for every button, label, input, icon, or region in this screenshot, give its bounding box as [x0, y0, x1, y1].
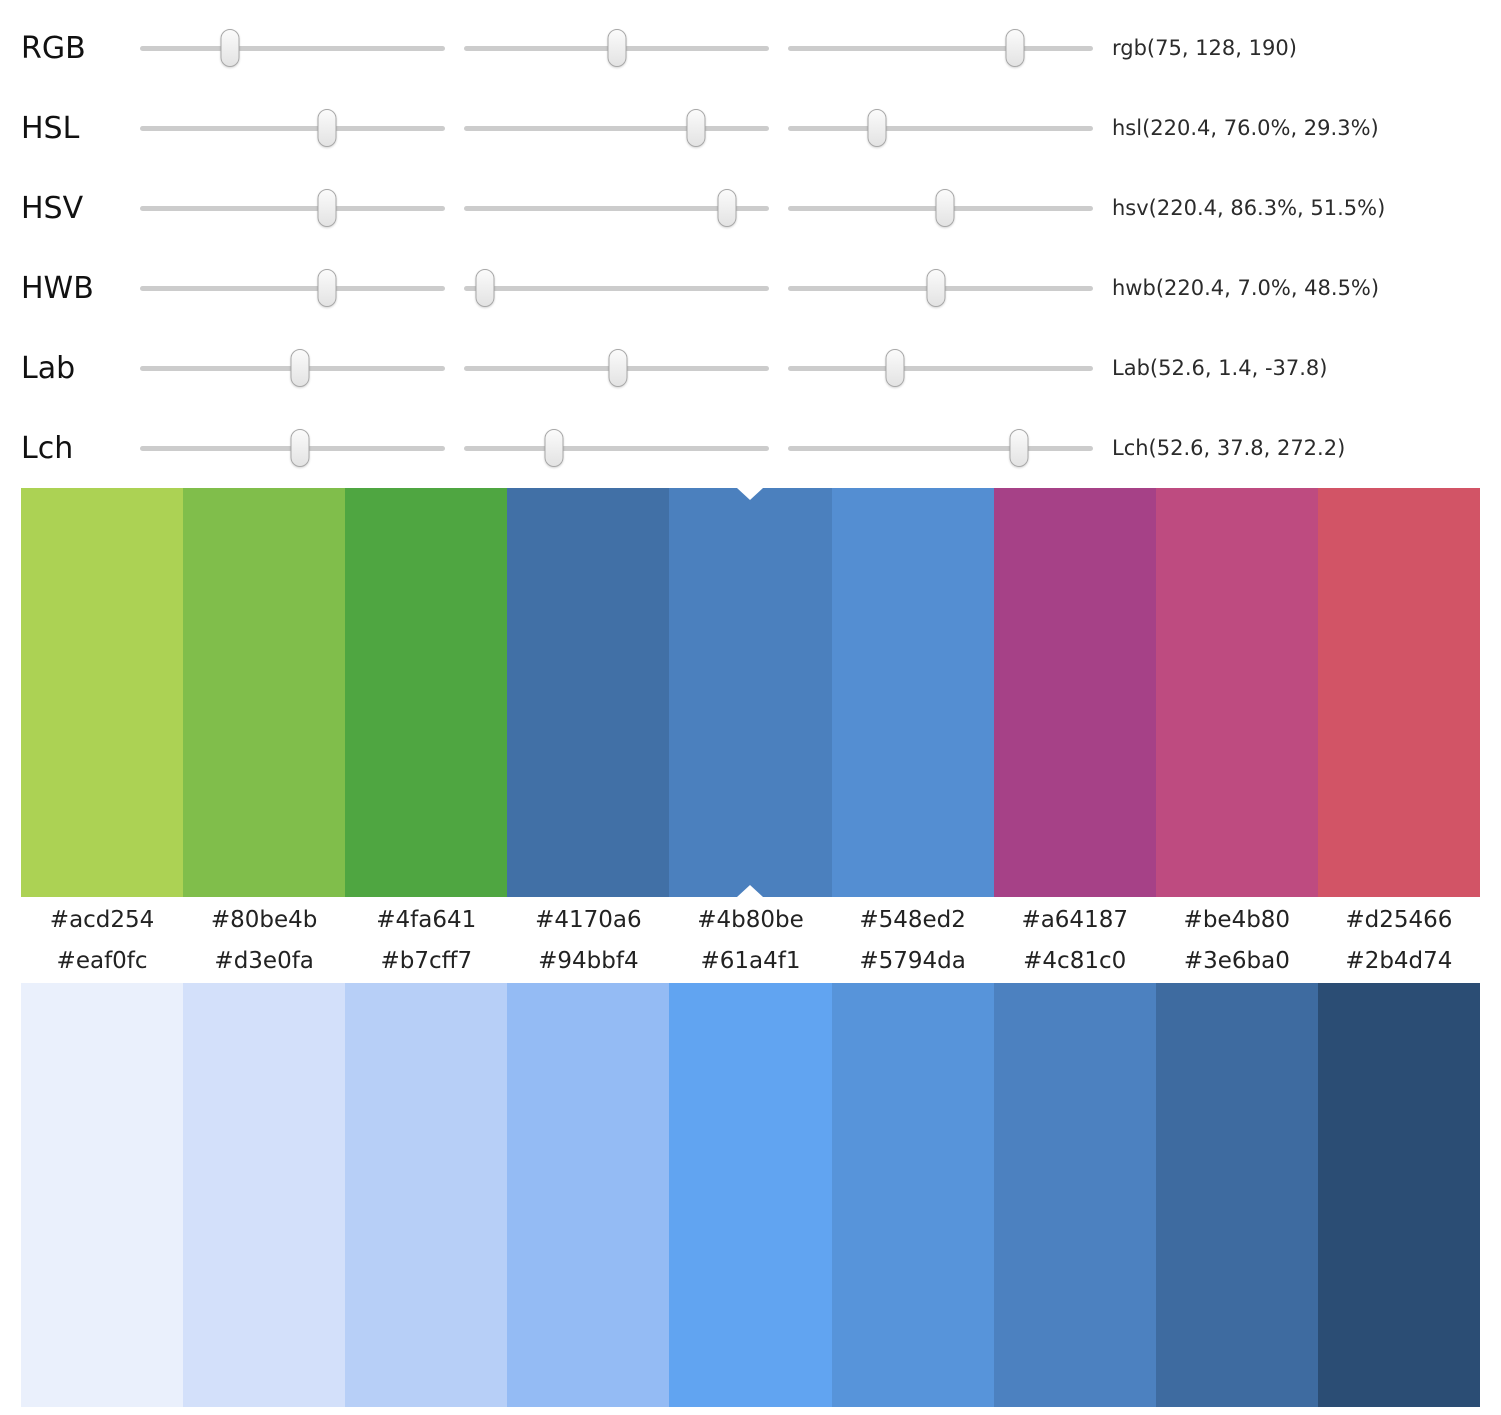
- hwb-channel-2-slider[interactable]: [464, 269, 769, 307]
- hwb-channel-2-thumb[interactable]: [475, 269, 495, 307]
- colorspace-label-lab: Lab: [21, 350, 76, 386]
- tint-shade-swatch-8[interactable]: [1317, 983, 1480, 1407]
- lch-channel-2-slider[interactable]: [464, 429, 769, 467]
- colorspace-label-rgb: RGB: [21, 30, 86, 66]
- hue-swatch-4-selected[interactable]: [669, 488, 832, 897]
- slider-row-hsv: HSV hsv(220.4, 86.3%, 51.5%): [21, 168, 1480, 248]
- tint-shade-swatch-3[interactable]: [507, 983, 670, 1407]
- hue-swatch-6[interactable]: [993, 488, 1156, 897]
- hsl-channel-1-slider[interactable]: [140, 109, 445, 147]
- hue-hex-label-0: #acd254: [49, 907, 155, 933]
- hue-swatch-5[interactable]: [831, 488, 994, 897]
- colorspace-label-hsv: HSV: [21, 190, 84, 226]
- hwb-channel-3-thumb[interactable]: [926, 269, 946, 307]
- rgb-value-text: rgb(75, 128, 190): [1112, 36, 1297, 60]
- lab-channel-3-slider[interactable]: [788, 349, 1093, 387]
- selected-swatch-marker-bottom: [737, 885, 764, 897]
- slider-row-rgb: RGB rgb(75, 128, 190): [21, 8, 1480, 88]
- slider-row-hwb: HWB hwb(220.4, 7.0%, 48.5%): [21, 248, 1480, 328]
- rgb-channel-2-thumb[interactable]: [607, 29, 627, 67]
- hsl-channel-2-thumb[interactable]: [686, 109, 706, 147]
- rgb-channel-3-slider[interactable]: [788, 29, 1093, 67]
- selected-swatch-marker-top: [737, 488, 764, 500]
- hsv-channel-1-thumb[interactable]: [317, 189, 337, 227]
- tint-shade-hex-label-3: #94bbf4: [538, 948, 639, 974]
- tint-shade-hex-label-0: #eaf0fc: [56, 948, 148, 974]
- hsl-value-text: hsl(220.4, 76.0%, 29.3%): [1112, 116, 1379, 140]
- lch-channel-1-slider[interactable]: [140, 429, 445, 467]
- hue-hex-label-4: #4b80be: [697, 907, 804, 933]
- hue-hex-label-7: #be4b80: [1183, 907, 1291, 933]
- rgb-channel-3-thumb[interactable]: [1005, 29, 1025, 67]
- hue-palette: [21, 488, 1480, 897]
- tint-shade-hex-label-6: #4c81c0: [1023, 948, 1127, 974]
- hwb-value-text: hwb(220.4, 7.0%, 48.5%): [1112, 276, 1380, 300]
- hue-swatch-7[interactable]: [1155, 488, 1318, 897]
- hue-swatch-2[interactable]: [345, 488, 508, 897]
- color-sliders-panel: RGB rgb(75, 128, 190) HSL hsl(220.4, 76.…: [0, 0, 1501, 488]
- slider-row-lab: Lab Lab(52.6, 1.4, -37.8): [21, 328, 1480, 408]
- hue-hex-label-2: #4fa641: [376, 907, 477, 933]
- tint-shade-hex-label-1: #d3e0fa: [214, 948, 314, 974]
- hwb-channel-1-slider[interactable]: [140, 269, 445, 307]
- lch-channel-2-thumb[interactable]: [544, 429, 564, 467]
- tint-shade-hex-label-7: #3e6ba0: [1183, 948, 1290, 974]
- tint-shade-swatch-1[interactable]: [183, 983, 346, 1407]
- slider-row-hsl: HSL hsl(220.4, 76.0%, 29.3%): [21, 88, 1480, 168]
- colorspace-label-hsl: HSL: [21, 110, 80, 146]
- colorspace-label-lch: Lch: [21, 430, 74, 466]
- hue-hex-label-8: #d25466: [1345, 907, 1453, 933]
- tint-shade-swatch-7[interactable]: [1155, 983, 1318, 1407]
- hue-hex-label-5: #548ed2: [859, 907, 966, 933]
- tint-shade-palette: [21, 983, 1480, 1407]
- lab-channel-2-slider[interactable]: [464, 349, 769, 387]
- tint-shade-swatch-2[interactable]: [345, 983, 508, 1407]
- tint-shade-swatch-5[interactable]: [831, 983, 994, 1407]
- tint-shade-hex-label-2: #b7cff7: [380, 948, 473, 974]
- hwb-channel-1-thumb[interactable]: [317, 269, 337, 307]
- lch-channel-3-thumb[interactable]: [1009, 429, 1029, 467]
- lch-value-text: Lch(52.6, 37.8, 272.2): [1112, 436, 1346, 460]
- hue-hex-label-6: #a64187: [1021, 907, 1128, 933]
- hue-swatch-3[interactable]: [507, 488, 670, 897]
- tint-shade-hex-label-4: #61a4f1: [700, 948, 801, 974]
- hsv-channel-3-slider[interactable]: [788, 189, 1093, 227]
- rgb-channel-1-slider[interactable]: [140, 29, 445, 67]
- tint-shade-hex-label-5: #5794da: [859, 948, 966, 974]
- lab-channel-2-thumb[interactable]: [608, 349, 628, 387]
- hsl-channel-3-slider[interactable]: [788, 109, 1093, 147]
- hsv-channel-3-thumb[interactable]: [935, 189, 955, 227]
- hwb-channel-3-slider[interactable]: [788, 269, 1093, 307]
- hue-hex-label-3: #4170a6: [535, 907, 642, 933]
- rgb-channel-1-thumb[interactable]: [220, 29, 240, 67]
- hue-hex-label-1: #80be4b: [210, 907, 318, 933]
- tint-shade-swatch-0[interactable]: [21, 983, 184, 1407]
- lab-value-text: Lab(52.6, 1.4, -37.8): [1112, 356, 1328, 380]
- hsv-channel-2-slider[interactable]: [464, 189, 769, 227]
- hsl-channel-1-thumb[interactable]: [317, 109, 337, 147]
- hsv-value-text: hsv(220.4, 86.3%, 51.5%): [1112, 196, 1386, 220]
- slider-row-lch: Lch Lch(52.6, 37.8, 272.2): [21, 408, 1480, 488]
- tint-shade-hex-label-8: #2b4d74: [1345, 948, 1453, 974]
- colorspace-label-hwb: HWB: [21, 270, 94, 306]
- tint-shade-hex-labels: #eaf0fc #d3e0fa #b7cff7 #94bbf4 #61a4f1 …: [21, 943, 1480, 983]
- rgb-channel-2-slider[interactable]: [464, 29, 769, 67]
- tint-shade-swatch-6[interactable]: [993, 983, 1156, 1407]
- hue-swatch-8[interactable]: [1317, 488, 1480, 897]
- lab-channel-3-thumb[interactable]: [885, 349, 905, 387]
- hue-swatch-0[interactable]: [21, 488, 184, 897]
- hsl-channel-3-thumb[interactable]: [867, 109, 887, 147]
- lab-channel-1-thumb[interactable]: [290, 349, 310, 387]
- lch-channel-3-slider[interactable]: [788, 429, 1093, 467]
- hsv-channel-1-slider[interactable]: [140, 189, 445, 227]
- hue-swatch-1[interactable]: [183, 488, 346, 897]
- lch-channel-1-thumb[interactable]: [290, 429, 310, 467]
- tint-shade-swatch-4[interactable]: [669, 983, 832, 1407]
- hsl-channel-2-slider[interactable]: [464, 109, 769, 147]
- lab-channel-1-slider[interactable]: [140, 349, 445, 387]
- hue-hex-labels: #acd254 #80be4b #4fa641 #4170a6 #4b80be …: [21, 897, 1480, 943]
- hsv-channel-2-thumb[interactable]: [717, 189, 737, 227]
